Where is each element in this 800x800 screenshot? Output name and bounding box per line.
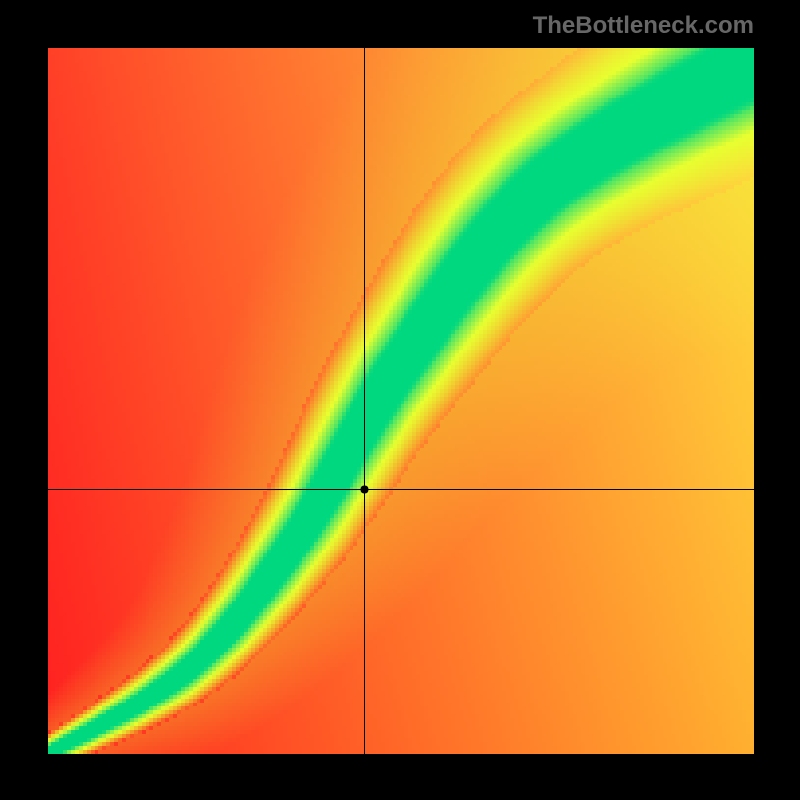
- chart-container: TheBottleneck.com: [0, 0, 800, 800]
- bottleneck-heatmap: [48, 48, 754, 754]
- watermark-text: TheBottleneck.com: [533, 12, 754, 40]
